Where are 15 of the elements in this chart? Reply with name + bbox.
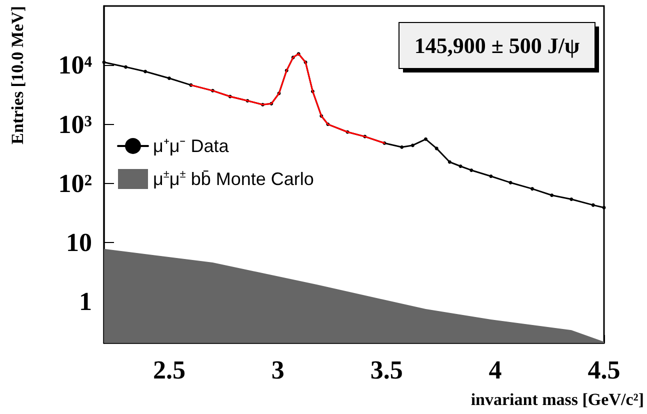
y-tick-label: 1 bbox=[79, 287, 92, 316]
annotation: 145,900 ± 500 J/ψ bbox=[414, 33, 580, 58]
x-tick-label: 3.5 bbox=[370, 356, 403, 384]
y-tick-label: 10⁴ bbox=[58, 50, 92, 80]
legend-label: μ±μ± bb̄ Monte Carlo bbox=[153, 168, 314, 189]
legend-label: μ⁺μ⁻ Data bbox=[153, 136, 230, 156]
x-tick-label: 3 bbox=[271, 356, 284, 384]
y-tick-label: 10 bbox=[66, 228, 92, 258]
x-tick-label: 4 bbox=[488, 356, 502, 384]
x-axis-title: invariant mass [GeV/c²] bbox=[470, 390, 644, 409]
y-axis-title: Entries [10.0 MeV] bbox=[8, 6, 27, 144]
y-tick-label: 10² bbox=[58, 168, 92, 198]
y-tick-label: 10³ bbox=[58, 110, 92, 139]
x-tick-label: 4.5 bbox=[588, 356, 620, 384]
x-tick-label: 2.5 bbox=[152, 356, 186, 384]
